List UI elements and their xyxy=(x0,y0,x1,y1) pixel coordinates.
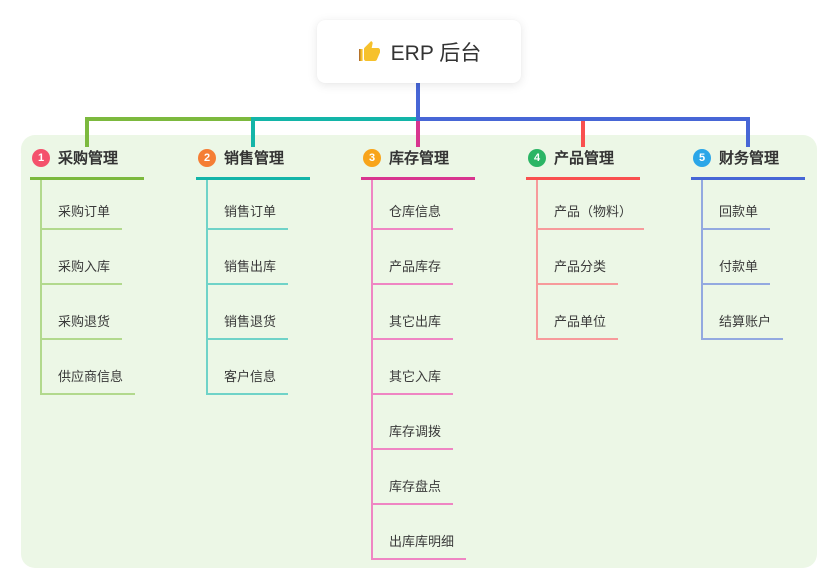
connector-horizontal-branch2 xyxy=(251,117,418,121)
topic-label: 产品管理 xyxy=(554,150,615,167)
topic-label: 库存管理 xyxy=(389,150,450,167)
connector-root-vertical xyxy=(416,82,420,120)
branch-procurement: 1 采购管理 采购订单 采购入库 采购退货 供应商信息 xyxy=(30,147,190,395)
connector-drop-branch1 xyxy=(85,117,89,147)
topic-label: 销售管理 xyxy=(224,150,285,167)
topic-procurement[interactable]: 1 采购管理 xyxy=(30,147,144,180)
branch-number-badge: 4 xyxy=(528,148,546,167)
branch-children: 回款单 付款单 结算账户 xyxy=(701,180,784,340)
connector-drop-branch4 xyxy=(581,121,585,147)
node-product-unit[interactable]: 产品单位 xyxy=(538,285,619,340)
node-outbound-detail[interactable]: 出库库明细 xyxy=(373,505,467,560)
topic-label: 采购管理 xyxy=(58,150,119,167)
connector-drop-branch5 xyxy=(746,117,750,147)
topic-inventory[interactable]: 3 库存管理 xyxy=(361,147,475,180)
node-customer-info[interactable]: 客户信息 xyxy=(208,340,289,395)
node-stock-taking[interactable]: 库存盘点 xyxy=(373,450,454,505)
node-sales-order[interactable]: 销售订单 xyxy=(208,180,289,230)
node-purchase-inbound[interactable]: 采购入库 xyxy=(42,230,123,285)
node-other-outbound[interactable]: 其它出库 xyxy=(373,285,454,340)
node-payment-bill[interactable]: 付款单 xyxy=(703,230,771,285)
node-sales-outbound[interactable]: 销售出库 xyxy=(208,230,289,285)
branch-number-badge: 3 xyxy=(363,148,381,167)
node-product-category[interactable]: 产品分类 xyxy=(538,230,619,285)
branch-children: 采购订单 采购入库 采购退货 供应商信息 xyxy=(40,180,136,395)
node-stock-transfer[interactable]: 库存调拨 xyxy=(373,395,454,450)
topic-finance[interactable]: 5 财务管理 xyxy=(691,147,805,180)
branch-product: 4 产品管理 产品（物料） 产品分类 产品单位 xyxy=(526,147,686,340)
root-node-label: ERP 后台 xyxy=(390,41,482,65)
root-node[interactable]: ERP 后台 xyxy=(317,20,521,83)
topic-sales[interactable]: 2 销售管理 xyxy=(196,147,310,180)
node-supplier-info[interactable]: 供应商信息 xyxy=(42,340,136,395)
topic-label: 财务管理 xyxy=(719,150,780,167)
node-settlement-account[interactable]: 结算账户 xyxy=(703,285,784,340)
branch-children: 仓库信息 产品库存 其它出库 其它入库 库存调拨 库存盘点 出库库明细 xyxy=(371,180,467,560)
node-other-inbound[interactable]: 其它入库 xyxy=(373,340,454,395)
branch-number-badge: 1 xyxy=(32,148,50,167)
node-purchase-return[interactable]: 采购退货 xyxy=(42,285,123,340)
thumbs-up-icon xyxy=(357,40,381,64)
branch-number-badge: 2 xyxy=(198,148,216,167)
branch-sales: 2 销售管理 销售订单 销售出库 销售退货 客户信息 xyxy=(196,147,356,395)
topic-product[interactable]: 4 产品管理 xyxy=(526,147,640,180)
branch-inventory: 3 库存管理 仓库信息 产品库存 其它出库 其它入库 库存调拨 库存盘点 出库库… xyxy=(361,147,521,560)
branch-children: 产品（物料） 产品分类 产品单位 xyxy=(536,180,645,340)
branch-number-badge: 5 xyxy=(693,148,711,167)
branch-children: 销售订单 销售出库 销售退货 客户信息 xyxy=(206,180,289,395)
branch-finance: 5 财务管理 回款单 付款单 结算账户 xyxy=(691,147,839,340)
mindmap-background-panel xyxy=(21,135,817,568)
connector-horizontal-branch5 xyxy=(416,117,750,121)
node-sales-return[interactable]: 销售退货 xyxy=(208,285,289,340)
node-product-material[interactable]: 产品（物料） xyxy=(538,180,645,230)
node-warehouse-info[interactable]: 仓库信息 xyxy=(373,180,454,230)
connector-horizontal-branch1 xyxy=(85,117,255,121)
connector-drop-branch2 xyxy=(251,117,255,147)
node-purchase-order[interactable]: 采购订单 xyxy=(42,180,123,230)
node-receipt-bill[interactable]: 回款单 xyxy=(703,180,771,230)
connector-drop-branch3 xyxy=(416,121,420,147)
node-product-stock[interactable]: 产品库存 xyxy=(373,230,454,285)
